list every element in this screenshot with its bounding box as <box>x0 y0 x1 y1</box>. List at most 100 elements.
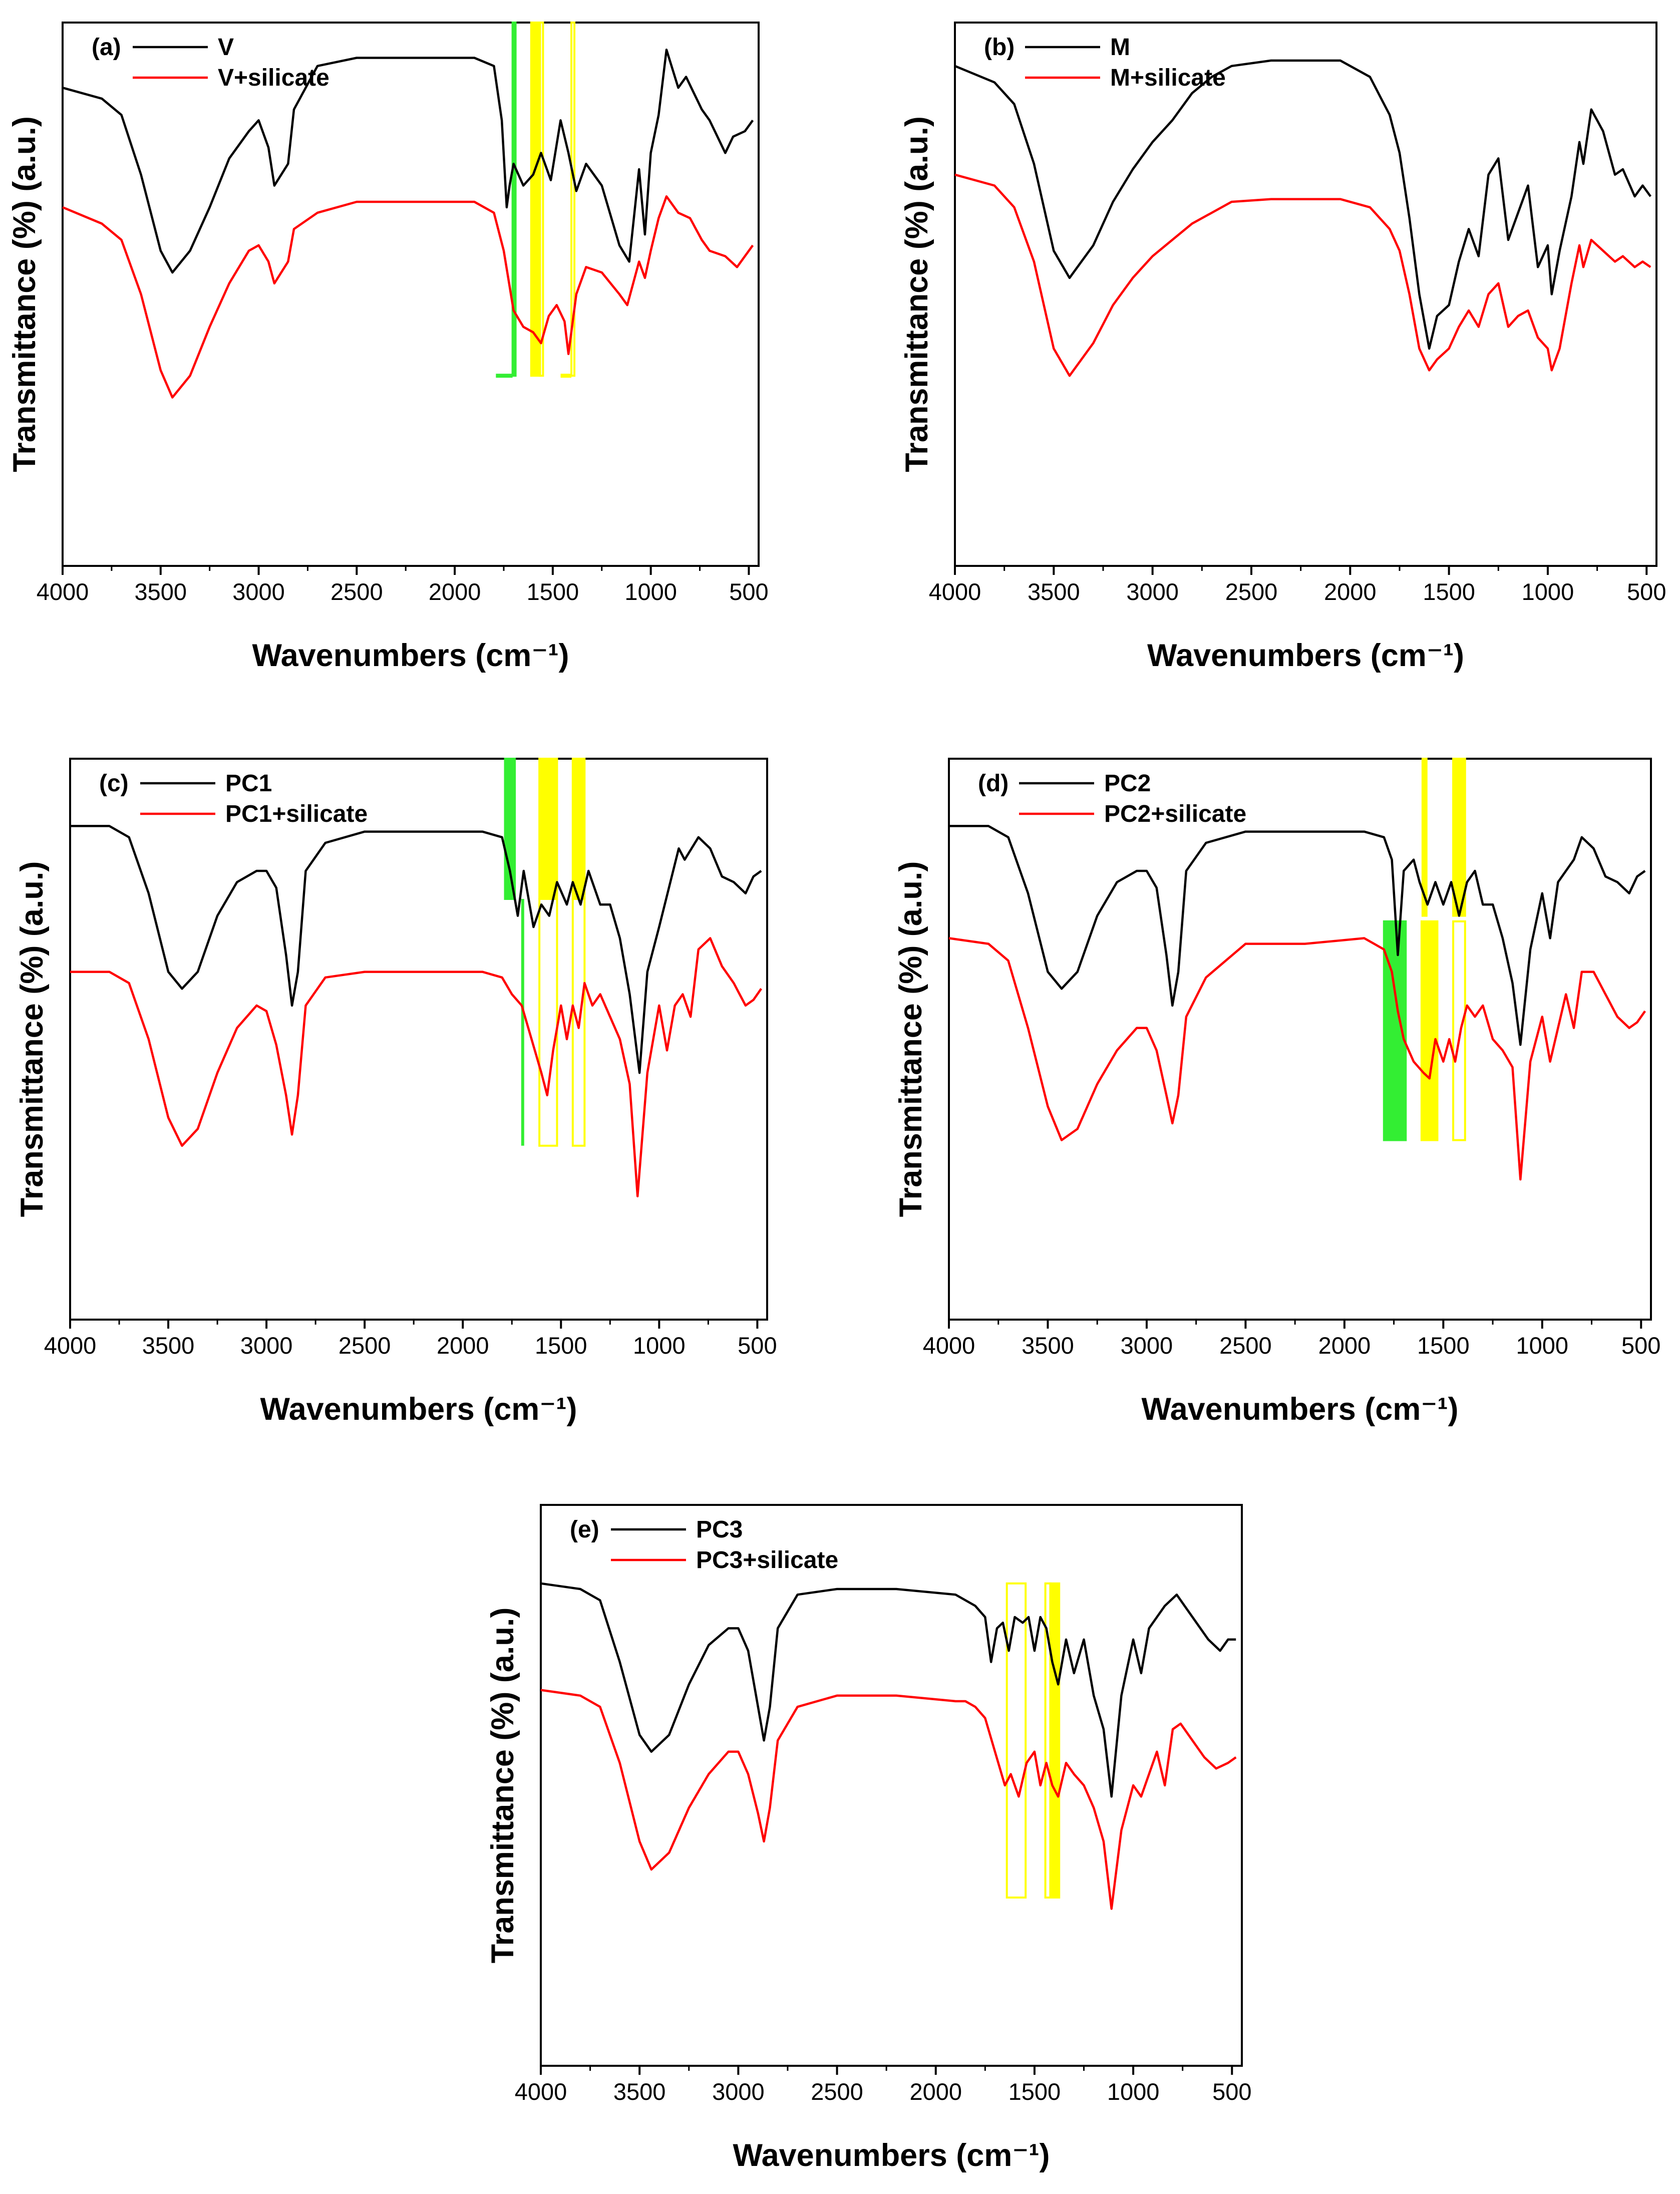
legend-label-pc3: PC3 <box>696 1516 743 1543</box>
x-tick-label: 3000 <box>240 1332 293 1359</box>
band-yellow-1 <box>1005 1582 1027 1899</box>
plot-frame-b <box>954 22 1657 567</box>
highlight-bands-a <box>496 22 576 378</box>
x-tick-label: 2000 <box>909 2078 962 2105</box>
x-tick-label: 2000 <box>1324 578 1377 605</box>
x-tick-label: 1500 <box>1009 2078 1061 2105</box>
series-line-pc1 <box>70 825 762 1074</box>
x-tick-label: 3000 <box>712 2078 765 2105</box>
x-tick-label: 1500 <box>1417 1332 1470 1359</box>
x-tick-label: 4000 <box>37 578 89 605</box>
x-tick-label: 1000 <box>1522 578 1574 605</box>
panel-label-a: (a) <box>92 34 121 61</box>
band-yellow-4 <box>571 758 586 900</box>
x-ticks-a: 4000 3500 3000 2500 2000 1500 1000 500 <box>37 566 769 605</box>
highlight-bands-d <box>1383 758 1466 1141</box>
highlight-bands-e <box>1005 1582 1061 1899</box>
series-line-pc2 <box>949 825 1646 1046</box>
legend-label-v-silicate: V+silicate <box>218 65 329 91</box>
x-tick-label: 1500 <box>1423 578 1475 605</box>
band-yellow-2 <box>1452 758 1466 917</box>
spectra-a <box>62 49 754 399</box>
x-tick-label: 3500 <box>134 578 187 605</box>
x-tick-label: 1000 <box>1107 2078 1160 2105</box>
y-axis-title-a: Transmittance (%) (a.u.) <box>7 116 42 472</box>
x-tick-label: 2500 <box>1225 578 1278 605</box>
panel-d: 4000 3500 3000 2500 2000 1500 1000 500 (d) PC2 … <box>893 758 1660 1427</box>
series-line-v <box>62 49 754 274</box>
band-green-1 <box>504 758 516 900</box>
panel-label-b: (b) <box>984 34 1015 61</box>
series-line-pc2-silicate <box>948 937 1646 1181</box>
x-tick-label: 500 <box>738 1332 777 1359</box>
panel-e: 4000 3500 3000 2500 2000 1500 1000 500 (e) PC3 … <box>485 1504 1251 2173</box>
x-tick-label: 3000 <box>232 578 285 605</box>
x-tick-label: 3000 <box>1121 1332 1173 1359</box>
x-tick-label: 4000 <box>929 578 981 605</box>
x-tick-label: 4000 <box>515 2078 567 2105</box>
band-yellow-2 <box>530 22 541 377</box>
panel-b: 4000 3500 3000 2500 2000 1500 1000 500 (b) M M+… <box>899 22 1666 673</box>
x-tick-label: 500 <box>729 578 768 605</box>
band-yellow-4 <box>1420 920 1439 1141</box>
panel-label-c: (c) <box>99 770 129 797</box>
legend-label-pc1: PC1 <box>225 770 272 797</box>
spectra-c <box>70 825 763 1197</box>
x-ticks-c: 4000 3500 3000 2500 2000 1500 1000 500 <box>44 1320 777 1359</box>
x-ticks-d: 4000 3500 3000 2500 2000 1500 1000 500 <box>923 1320 1660 1359</box>
x-axis-title-d: Wavenumbers (cm⁻¹) <box>1141 1392 1458 1427</box>
x-tick-label: 3500 <box>1028 578 1080 605</box>
spectra-e <box>540 1582 1237 1910</box>
series-line-pc3 <box>540 1582 1236 1798</box>
series-line-m <box>954 59 1652 350</box>
x-tick-label: 1500 <box>535 1332 587 1359</box>
legend-label-v: V <box>218 34 234 61</box>
x-ticks-e: 4000 3500 3000 2500 2000 1500 1000 500 <box>515 2066 1251 2105</box>
x-tick-label: 2000 <box>437 1332 489 1359</box>
x-tick-label: 2500 <box>1219 1332 1272 1359</box>
x-tick-label: 2000 <box>1318 1332 1371 1359</box>
x-tick-label: 3500 <box>142 1332 195 1359</box>
x-tick-label: 1000 <box>633 1332 686 1359</box>
plot-frame-a <box>62 22 760 567</box>
plot-frame-c <box>69 758 768 1321</box>
legend-label-pc1-silicate: PC1+silicate <box>225 801 368 827</box>
plot-frame-d <box>948 758 1652 1321</box>
spectra-d <box>948 825 1646 1181</box>
series-line-pc1-silicate <box>70 937 763 1197</box>
x-tick-label: 500 <box>1621 1332 1660 1359</box>
x-ticks-b: 4000 3500 3000 2500 2000 1500 1000 500 <box>929 566 1666 605</box>
band-yellow-3 <box>1049 1582 1061 1899</box>
series-line-m-silicate <box>954 173 1651 377</box>
y-axis-title-c: Transmittance (%) (a.u.) <box>15 861 50 1217</box>
legend-label-pc2-silicate: PC2+silicate <box>1104 801 1246 827</box>
panel-c: 4000 3500 3000 2500 2000 1500 1000 500 (c) PC1 … <box>15 758 777 1427</box>
x-tick-label: 500 <box>1212 2078 1251 2105</box>
legend-label-pc2: PC2 <box>1104 770 1151 797</box>
y-axis-title-e: Transmittance (%) (a.u.) <box>485 1608 520 1964</box>
x-tick-label: 3000 <box>1126 578 1179 605</box>
x-tick-label: 1000 <box>1516 1332 1569 1359</box>
band-yellow-1 <box>1421 758 1428 917</box>
band-yellow-5 <box>1452 920 1466 1141</box>
x-tick-label: 1000 <box>624 578 677 605</box>
x-axis-title-c: Wavenumbers (cm⁻¹) <box>260 1392 577 1427</box>
plot-frame-e <box>540 1504 1243 2067</box>
x-tick-label: 2500 <box>330 578 383 605</box>
x-axis-title-b: Wavenumbers (cm⁻¹) <box>1147 638 1464 673</box>
band-green-1 <box>511 22 517 377</box>
panel-a: 4000 3500 3000 2500 2000 1500 1000 500 (a) V V+… <box>7 22 769 673</box>
legend-label-m: M <box>1110 34 1130 61</box>
series-line-pc3-silicate <box>540 1689 1237 1910</box>
x-tick-label: 1500 <box>527 578 579 605</box>
y-axis-title-d: Transmittance (%) (a.u.) <box>893 861 928 1217</box>
x-tick-label: 3500 <box>613 2078 666 2105</box>
band-yellow-3 <box>538 758 558 900</box>
band-yellow-3 <box>539 22 544 377</box>
x-tick-label: 4000 <box>923 1332 975 1359</box>
x-axis-title-a: Wavenumbers (cm⁻¹) <box>252 638 569 673</box>
panel-label-e: (e) <box>570 1516 599 1543</box>
x-tick-label: 2500 <box>339 1332 391 1359</box>
x-tick-label: 2500 <box>811 2078 863 2105</box>
